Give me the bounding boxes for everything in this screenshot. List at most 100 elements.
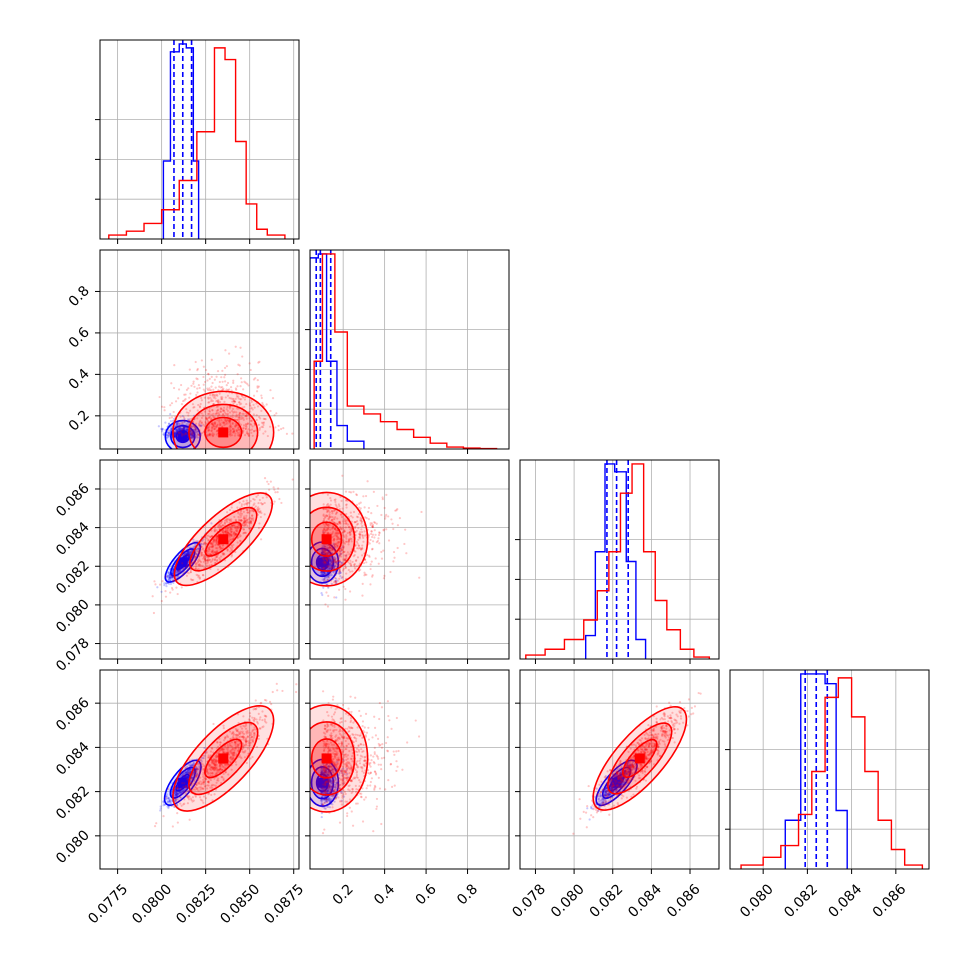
sample-point	[182, 400, 184, 402]
sample-point	[325, 591, 327, 593]
sample-point	[350, 491, 352, 493]
sample-point	[361, 595, 363, 597]
sample-point	[171, 402, 173, 404]
sample-point	[232, 380, 234, 382]
sample-point	[274, 491, 276, 493]
sample-point	[161, 428, 163, 430]
sample-point	[363, 574, 365, 576]
sample-point	[264, 699, 266, 701]
sample-point	[228, 353, 230, 355]
sample-point	[391, 523, 393, 525]
sample-point	[338, 589, 340, 591]
sample-point	[215, 376, 217, 378]
sample-point	[383, 575, 385, 577]
sample-point	[370, 512, 372, 514]
sample-point	[399, 517, 401, 519]
sample-point	[275, 412, 277, 414]
sample-point	[257, 362, 259, 364]
sample-point	[333, 596, 335, 598]
sample-point	[217, 370, 219, 372]
sample-point	[198, 384, 200, 386]
sample-point	[268, 489, 270, 491]
sample-point	[242, 388, 244, 390]
sample-point	[343, 586, 345, 588]
sample-point	[372, 540, 374, 542]
sample-point	[273, 486, 275, 488]
sample-point	[418, 577, 420, 579]
panel-3-0: 0.07750.08000.08250.08500.08750.0800.082…	[53, 670, 307, 927]
sample-point	[267, 483, 269, 485]
sample-point	[193, 386, 195, 388]
sample-point	[384, 516, 386, 518]
sample-point	[260, 394, 262, 396]
sample-point	[206, 379, 208, 381]
sample-point	[212, 389, 214, 391]
sample-point	[371, 530, 373, 532]
sample-point	[171, 805, 173, 807]
sample-point	[372, 526, 374, 528]
sample-point	[397, 547, 399, 549]
sample-point	[172, 825, 174, 827]
sample-point	[335, 596, 337, 598]
sample-point	[230, 386, 232, 388]
sample-point	[368, 507, 370, 509]
sample-point	[257, 379, 259, 381]
sample-point	[365, 561, 367, 563]
sample-point	[161, 600, 163, 602]
sample-point	[189, 819, 191, 821]
sample-point	[160, 805, 162, 807]
sample-point	[273, 414, 275, 416]
sample-point	[239, 347, 241, 349]
sample-point	[240, 377, 242, 379]
sample-point	[193, 381, 195, 383]
sample-point	[170, 574, 172, 576]
y-tick-label: 0.8	[66, 283, 93, 310]
sample-point	[221, 386, 223, 388]
y-tick-label: 0.078	[53, 635, 93, 675]
sample-point	[224, 374, 226, 376]
histogram-red	[526, 464, 710, 659]
sample-point	[154, 583, 156, 585]
density-peak	[322, 534, 332, 544]
sample-point	[272, 397, 274, 399]
sample-point	[286, 433, 288, 435]
sample-point	[365, 574, 367, 576]
sample-point	[183, 394, 185, 396]
panel-2-2	[515, 460, 719, 664]
sample-point	[161, 406, 163, 408]
sample-point	[172, 580, 174, 582]
sample-point	[389, 571, 391, 573]
sample-point	[272, 691, 274, 693]
sample-point	[222, 381, 224, 383]
sample-point	[363, 572, 365, 574]
sample-point	[165, 797, 167, 799]
sample-point	[388, 539, 390, 541]
sample-point	[153, 612, 155, 614]
sample-point	[371, 536, 373, 538]
sample-point	[239, 385, 241, 387]
sample-point	[374, 529, 376, 531]
sample-point	[383, 577, 385, 579]
y-tick-label: 0.4	[66, 366, 93, 393]
sample-point	[168, 423, 170, 425]
sample-point	[247, 384, 249, 386]
sample-point	[235, 387, 237, 389]
histogram-blue	[586, 464, 646, 659]
sample-point	[237, 373, 239, 375]
histogram-red	[314, 254, 496, 449]
sample-point	[269, 701, 271, 703]
sample-point	[381, 558, 383, 560]
sample-point	[344, 588, 346, 590]
sample-point	[211, 359, 213, 361]
sample-point	[206, 387, 208, 389]
sample-point	[210, 389, 212, 391]
sample-point	[405, 552, 407, 554]
sample-point	[324, 603, 326, 605]
sample-point	[390, 518, 392, 520]
sample-point	[385, 494, 387, 496]
sample-point	[226, 365, 228, 367]
sample-point	[203, 366, 205, 368]
sample-point	[367, 511, 369, 513]
sample-point	[155, 822, 157, 824]
sample-point	[403, 543, 405, 545]
